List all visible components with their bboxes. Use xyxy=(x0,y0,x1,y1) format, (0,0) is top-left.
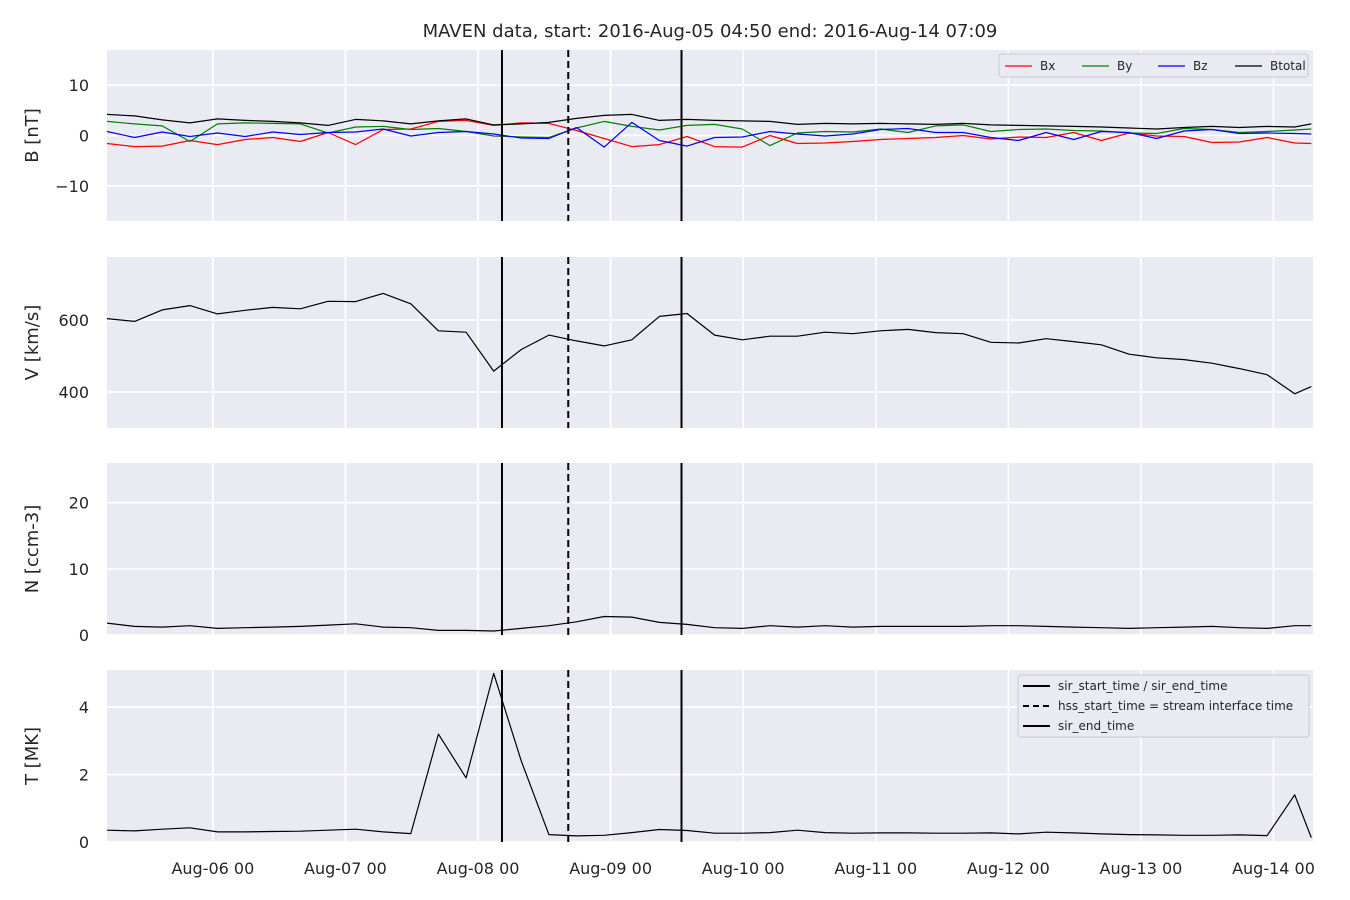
series-line-bz xyxy=(106,121,1312,148)
y-tick-label: 20 xyxy=(69,494,89,513)
x-tick-label: Aug-06 00 xyxy=(171,859,254,878)
y-axis-label: B [nT] xyxy=(22,108,43,163)
panel-background xyxy=(107,463,1313,635)
x-tick-label: Aug-08 00 xyxy=(437,859,520,878)
b-legend-label: Bx xyxy=(1040,59,1055,73)
y-tick-label: 0 xyxy=(79,833,89,852)
y-tick-label: 600 xyxy=(58,311,89,330)
b-legend-label: Btotal xyxy=(1270,59,1306,73)
y-tick-label: 400 xyxy=(58,383,89,402)
panels: −10 0 10 B [nT] Bx By Bz Btotal 400 600 V [km/s] 0 1… xyxy=(22,50,1315,878)
b-legend-frame xyxy=(998,53,1309,78)
x-tick-label: Aug-09 00 xyxy=(569,859,652,878)
y-tick-label: 0 xyxy=(79,127,89,146)
x-tick-label: Aug-12 00 xyxy=(967,859,1050,878)
series-line-btotal xyxy=(106,113,1312,130)
panel-N: 0 10 20 N [ccm-3] xyxy=(22,463,1313,645)
event-legend-label: hss_start_time = stream interface time xyxy=(1058,699,1293,713)
y-tick-label: 0 xyxy=(79,626,89,645)
x-tick-label: Aug-10 00 xyxy=(702,859,785,878)
series-line-bx xyxy=(106,119,1312,148)
series-line xyxy=(106,615,1312,632)
figure-title: MAVEN data, start: 2016-Aug-05 04:50 end… xyxy=(423,21,998,42)
b-legend-label: By xyxy=(1117,59,1132,73)
event-legend-label: sir_end_time xyxy=(1058,719,1134,733)
event-legend-frame xyxy=(1017,674,1310,738)
y-tick-label: 10 xyxy=(69,560,89,579)
x-tick-label: Aug-14 00 xyxy=(1232,859,1315,878)
y-tick-label: −10 xyxy=(55,177,89,196)
y-tick-label: 10 xyxy=(69,76,89,95)
panel-B: −10 0 10 B [nT] Bx By Bz Btotal xyxy=(22,50,1313,221)
panel-background xyxy=(107,257,1313,428)
y-axis-label: V [km/s] xyxy=(22,305,43,380)
x-tick-label: Aug-11 00 xyxy=(834,859,917,878)
event-legend-label: sir_start_time / sir_end_time xyxy=(1058,679,1228,693)
y-axis-label: N [ccm-3] xyxy=(22,505,43,594)
series-line xyxy=(106,672,1312,838)
b-legend-label: Bz xyxy=(1193,59,1208,73)
y-tick-label: 2 xyxy=(79,766,89,785)
x-tick-label: Aug-07 00 xyxy=(304,859,387,878)
y-axis-label: T [MK] xyxy=(22,727,43,786)
event-legend: sir_start_time / sir_end_time hss_start_t… xyxy=(1017,674,1310,738)
y-tick-label: 4 xyxy=(79,698,89,717)
panel-T: 0 2 4 T [MK] sir_start_time / sir_end_timehs… xyxy=(22,670,1315,878)
x-tick-label: Aug-13 00 xyxy=(1100,859,1183,878)
series-line xyxy=(106,292,1312,395)
b-legend: Bx By Bz Btotal xyxy=(998,53,1309,78)
panel-V: 400 600 V [km/s] xyxy=(22,257,1313,428)
